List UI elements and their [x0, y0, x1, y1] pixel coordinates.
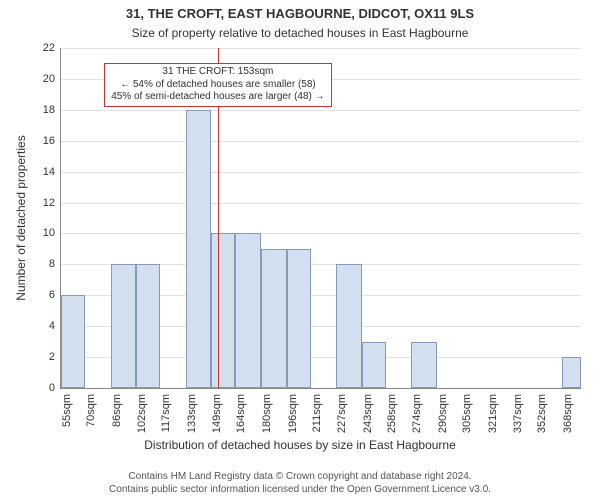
- footer-line-2: Contains public sector information licen…: [0, 484, 600, 497]
- y-tick-label: 8: [49, 258, 55, 270]
- x-tick-label: 196sqm: [287, 394, 299, 433]
- y-tick-label: 2: [49, 351, 55, 363]
- x-tick-label: 258sqm: [386, 394, 398, 433]
- y-tick-label: 16: [43, 135, 55, 147]
- histogram-bar: [211, 233, 235, 388]
- histogram-bar: [336, 264, 362, 388]
- y-tick-label: 18: [43, 104, 55, 116]
- x-tick-label: 149sqm: [211, 394, 223, 433]
- grid-line: [61, 203, 581, 204]
- x-tick-label: 164sqm: [235, 394, 247, 433]
- histogram-bar: [562, 357, 581, 388]
- y-tick-label: 12: [43, 197, 55, 209]
- annotation-line: 45% of semi-detached houses are larger (…: [111, 91, 324, 104]
- x-axis-label: Distribution of detached houses by size …: [0, 438, 600, 452]
- histogram-bar: [61, 295, 85, 388]
- x-tick-label: 55sqm: [61, 394, 73, 427]
- y-tick-label: 20: [43, 73, 55, 85]
- x-tick-label: 133sqm: [186, 394, 198, 433]
- y-tick-label: 0: [49, 382, 55, 394]
- grid-line: [61, 48, 581, 49]
- marker-annotation-box: 31 THE CROFT: 153sqm← 54% of detached ho…: [104, 63, 331, 107]
- histogram-bar: [261, 249, 287, 388]
- histogram-bar: [111, 264, 137, 388]
- x-tick-label: 180sqm: [261, 394, 273, 433]
- histogram-bar: [287, 249, 311, 388]
- x-tick-label: 102sqm: [136, 394, 148, 433]
- annotation-line: 31 THE CROFT: 153sqm: [111, 66, 324, 79]
- chart-title-line2: Size of property relative to detached ho…: [0, 26, 600, 40]
- grid-line: [61, 110, 581, 111]
- x-tick-label: 211sqm: [311, 394, 323, 432]
- x-tick-label: 290sqm: [437, 394, 449, 433]
- grid-line: [61, 141, 581, 142]
- y-tick-label: 4: [49, 320, 55, 332]
- chart-container: 31, THE CROFT, EAST HAGBOURNE, DIDCOT, O…: [0, 0, 600, 500]
- y-tick-label: 14: [43, 166, 55, 178]
- x-tick-label: 117sqm: [160, 394, 172, 432]
- y-tick-label: 6: [49, 289, 55, 301]
- x-tick-label: 227sqm: [336, 394, 348, 433]
- histogram-bar: [411, 342, 437, 388]
- attribution-footer: Contains HM Land Registry data © Crown c…: [0, 471, 600, 496]
- grid-line: [61, 233, 581, 234]
- x-tick-label: 70sqm: [85, 394, 97, 427]
- histogram-bar: [186, 110, 212, 388]
- x-tick-label: 274sqm: [411, 394, 423, 433]
- chart-title-line1: 31, THE CROFT, EAST HAGBOURNE, DIDCOT, O…: [0, 6, 600, 21]
- annotation-line: ← 54% of detached houses are smaller (58…: [111, 79, 324, 92]
- x-tick-label: 305sqm: [461, 394, 473, 433]
- histogram-bar: [136, 264, 160, 388]
- plot-area: 024681012141618202255sqm70sqm86sqm102sqm…: [60, 48, 581, 389]
- x-tick-label: 86sqm: [111, 394, 123, 427]
- x-tick-label: 368sqm: [562, 394, 574, 433]
- x-tick-label: 352sqm: [536, 394, 548, 433]
- y-tick-label: 10: [43, 227, 55, 239]
- x-tick-label: 243sqm: [362, 394, 374, 433]
- x-tick-label: 321sqm: [487, 394, 499, 433]
- histogram-bar: [362, 342, 386, 388]
- y-tick-label: 22: [43, 42, 55, 54]
- x-tick-label: 337sqm: [512, 394, 524, 433]
- y-axis-label: Number of detached properties: [14, 135, 28, 300]
- footer-line-1: Contains HM Land Registry data © Crown c…: [0, 471, 600, 484]
- grid-line: [61, 172, 581, 173]
- histogram-bar: [235, 233, 261, 388]
